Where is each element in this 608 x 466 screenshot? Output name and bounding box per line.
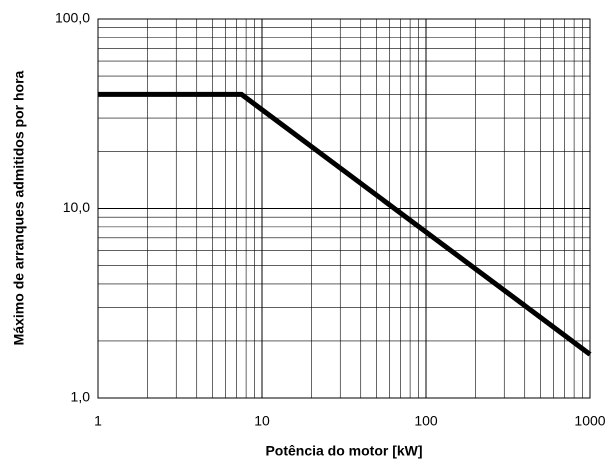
x-tick-label: 1 <box>94 413 102 429</box>
data-line <box>98 91 592 357</box>
x-tick-label: 100 <box>414 413 438 429</box>
x-axis-label: Potência do motor [kW] <box>265 443 422 459</box>
x-tick-label: 1000 <box>574 413 605 429</box>
y-tick-label: 10,0 <box>63 199 90 215</box>
plot-frame <box>97 18 591 399</box>
x-tick-label: 10 <box>254 413 270 429</box>
y-tick-label: 100,0 <box>55 10 90 26</box>
y-tick-label: 1,0 <box>71 389 91 405</box>
y-axis-label: Máximo de arranques admitidos por hora <box>11 70 27 345</box>
